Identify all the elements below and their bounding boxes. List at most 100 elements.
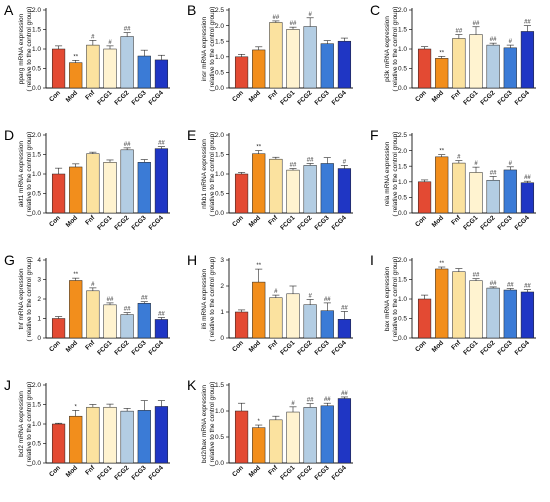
y-tick-label: 1.5	[215, 382, 224, 389]
category-label: Fnf	[84, 464, 97, 477]
bar-fcg2	[120, 149, 134, 214]
panel-letter: E	[187, 127, 196, 143]
y-axis-label: tnf mRNA expression( relative to the con…	[18, 257, 33, 342]
bar-con	[417, 48, 432, 89]
significance-mark: #	[474, 161, 478, 167]
category-label: FCG1	[96, 464, 113, 481]
bar-mod	[69, 280, 83, 339]
y-tick-label: 3	[37, 277, 41, 284]
y-tick-label: 0.5	[215, 434, 224, 441]
bar-fcg4	[520, 291, 535, 339]
category-label: FCG1	[279, 214, 296, 231]
y-axis-label-line: ( relative to the control group)	[392, 257, 399, 342]
bar-fnf	[86, 44, 100, 89]
significance-mark: ##	[290, 21, 297, 27]
category-label: FCG4	[331, 339, 348, 356]
significance-mark: ##	[124, 27, 131, 33]
panel-letter: D	[4, 127, 14, 143]
bar-mod	[252, 427, 266, 464]
category-label: FCG3	[130, 464, 147, 481]
panel-letter: A	[4, 2, 14, 18]
significance-mark: ##	[124, 307, 131, 313]
significance-mark: ##	[107, 297, 114, 303]
category-label: FCG1	[279, 464, 296, 481]
category-label: FCG3	[313, 89, 330, 106]
bar-fcg4	[154, 148, 169, 214]
category-label: Mod	[65, 89, 79, 103]
significance-mark: ##	[490, 281, 497, 287]
y-tick-label: 1.0	[32, 46, 41, 53]
significance-mark: #	[91, 34, 95, 40]
y-tick-label: 2.0	[398, 257, 407, 264]
category-label: FCG3	[313, 339, 330, 356]
significance-mark: #	[509, 161, 513, 167]
y-tick-label: 2.0	[32, 132, 41, 139]
y-axis-label-line: bcl2 mRNA expression	[18, 391, 25, 457]
bar-mod	[69, 415, 83, 464]
panel-letter: H	[187, 252, 197, 268]
bar-fcg2	[303, 26, 317, 89]
y-tick-label: 0.0	[215, 85, 224, 92]
significance-mark: ##	[473, 273, 480, 279]
bar-fcg3	[137, 303, 151, 339]
category-label: FCG4	[514, 89, 531, 106]
bar-fcg3	[137, 55, 151, 89]
significance-mark: #	[509, 39, 513, 45]
bar-fcg1	[286, 293, 300, 339]
y-tick-label: 2	[37, 296, 41, 303]
y-axis-label-line: bcl2/bax mRNA expression	[201, 385, 208, 463]
y-tick-label: 2.0	[398, 148, 407, 155]
category-label: FCG2	[479, 214, 496, 231]
bar-fcg4	[337, 168, 352, 214]
y-tick-label: 2.5	[398, 132, 407, 139]
y-tick-label: 2.0	[32, 382, 41, 389]
y-tick-label: 1.0	[398, 296, 407, 303]
bar-fcg4	[520, 182, 535, 214]
category-label: FCG2	[113, 464, 130, 481]
category-label: Mod	[65, 339, 79, 353]
category-label: FCG3	[313, 214, 330, 231]
significance-mark: ##	[290, 163, 297, 169]
y-tick-label: 0.0	[398, 335, 407, 342]
significance-mark: ##	[324, 397, 331, 403]
y-tick-label: 2.5	[215, 7, 224, 14]
bar-mod	[435, 58, 449, 89]
y-tick-label: 1	[37, 316, 41, 323]
bar-fcg2	[486, 44, 500, 89]
panel-letter: I	[370, 252, 374, 268]
bar-fcg3	[320, 163, 334, 214]
panel-letter: C	[370, 2, 380, 18]
significance-mark: ##	[124, 142, 131, 148]
y-axis-label-line: ( relative to the control group)	[26, 382, 33, 467]
category-label: FCG3	[496, 214, 513, 231]
y-axis-label-line: bax mRNA expression	[384, 266, 391, 331]
y-axis-label-line: pi3k mRNA expression	[384, 16, 391, 82]
y-axis-label-line: akt1 mRNA expression	[18, 141, 25, 207]
significance-mark: **	[73, 54, 78, 60]
bar-fcg4	[154, 406, 169, 464]
y-tick-label: 2.0	[215, 132, 224, 139]
significance-mark: **	[439, 50, 444, 56]
y-tick-label: 1.5	[398, 27, 407, 34]
category-label: FCG3	[130, 214, 147, 231]
y-tick-label: 1.5	[398, 163, 407, 170]
category-label: FCG1	[279, 89, 296, 106]
category-label: Fnf	[450, 214, 463, 227]
category-label: FCG4	[148, 464, 165, 481]
y-tick-label: 0.0	[215, 210, 224, 217]
y-axis-label-line: nfkb1 mRNA expression	[201, 139, 208, 209]
panel-letter: B	[187, 2, 196, 18]
significance-mark: ##	[273, 15, 280, 21]
y-tick-label: 0.5	[32, 191, 41, 198]
y-axis-label-line: rela mRNA expression	[384, 141, 391, 206]
category-label: FCG2	[296, 89, 313, 106]
category-label: Fnf	[84, 339, 97, 352]
significance-mark: ##	[141, 296, 148, 302]
panel-letter: J	[4, 377, 11, 393]
category-label: FCG4	[148, 89, 165, 106]
category-label: FCG4	[331, 214, 348, 231]
